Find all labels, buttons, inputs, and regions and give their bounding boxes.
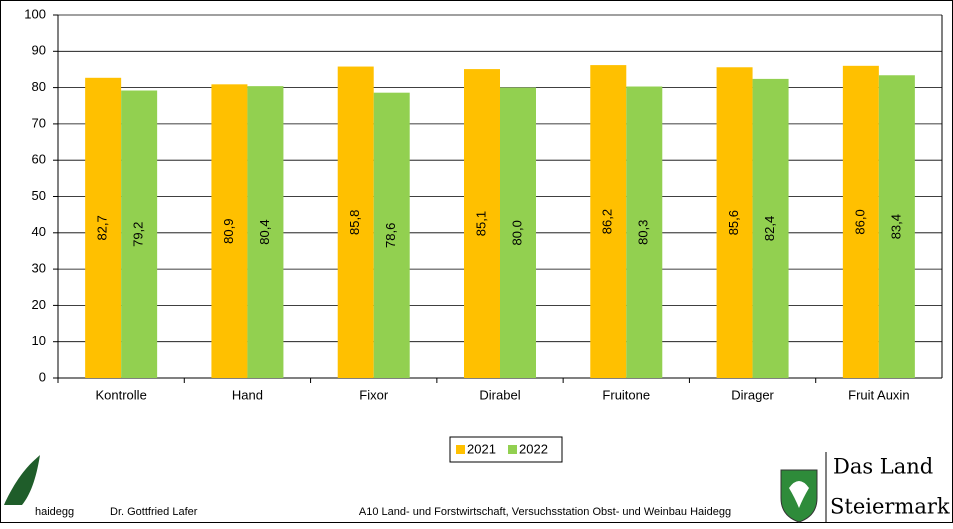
value-label: 80,0 <box>509 220 524 245</box>
value-label: 82,4 <box>762 216 777 241</box>
legend-label: 2022 <box>519 441 548 456</box>
bar <box>121 90 158 378</box>
value-label: 80,4 <box>257 219 272 244</box>
value-label: 86,2 <box>600 209 615 234</box>
y-tick-label: 30 <box>32 261 46 276</box>
bar <box>211 84 248 378</box>
bar <box>716 67 753 378</box>
logo-left: haidegg <box>35 506 74 518</box>
bar <box>626 86 663 379</box>
legend-swatch <box>508 445 517 454</box>
bar <box>752 78 789 378</box>
y-tick-label: 10 <box>32 333 46 348</box>
y-tick-label: 50 <box>32 188 46 203</box>
logo-right-line1: Das Land <box>833 455 933 479</box>
value-label: 86,0 <box>852 209 867 234</box>
x-tick-label: Kontrolle <box>95 387 146 402</box>
x-tick-label: Hand <box>232 387 263 402</box>
value-label: 85,6 <box>726 210 741 235</box>
bar <box>337 66 374 379</box>
bar <box>464 69 500 378</box>
value-label: 80,9 <box>221 219 236 244</box>
bar <box>247 86 284 378</box>
y-tick-label: 40 <box>32 224 46 239</box>
value-label: 82,7 <box>95 215 110 240</box>
value-label: 78,6 <box>383 223 398 248</box>
x-tick-label: Dirager <box>731 387 774 402</box>
x-tick-label: Fruitone <box>602 387 650 402</box>
author: Dr. Gottfried Lafer <box>110 506 198 518</box>
y-tick-label: 90 <box>32 43 46 58</box>
institution: A10 Land- und Forstwirtschaft, Versuchss… <box>359 506 731 518</box>
coat-of-arms-panther <box>789 481 809 508</box>
legend-box <box>449 436 563 463</box>
value-label: 85,1 <box>473 211 488 236</box>
bar <box>85 77 122 378</box>
y-tick-label: 100 <box>24 6 46 21</box>
logo-right-line2: Steiermark <box>830 495 950 519</box>
bar <box>500 87 536 378</box>
value-label: 79,2 <box>131 222 146 247</box>
y-tick-label: 80 <box>32 79 46 94</box>
y-tick-label: 0 <box>39 369 46 384</box>
bar <box>373 92 410 378</box>
y-tick-label: 20 <box>32 297 46 312</box>
y-tick-label: 70 <box>32 115 46 130</box>
value-label: 83,4 <box>888 214 903 239</box>
value-label: 80,3 <box>636 220 651 245</box>
bar <box>842 65 879 378</box>
value-label: 85,8 <box>347 210 362 235</box>
leaf-logo <box>4 455 40 505</box>
bar <box>590 65 627 379</box>
x-tick-label: Fixor <box>359 387 389 402</box>
x-tick-label: Fruit Auxin <box>848 387 909 402</box>
y-tick-label: 60 <box>32 152 46 167</box>
legend-label: 2021 <box>467 441 496 456</box>
x-tick-label: Dirabel <box>479 387 520 402</box>
bar <box>878 75 915 379</box>
legend-swatch <box>456 445 465 454</box>
